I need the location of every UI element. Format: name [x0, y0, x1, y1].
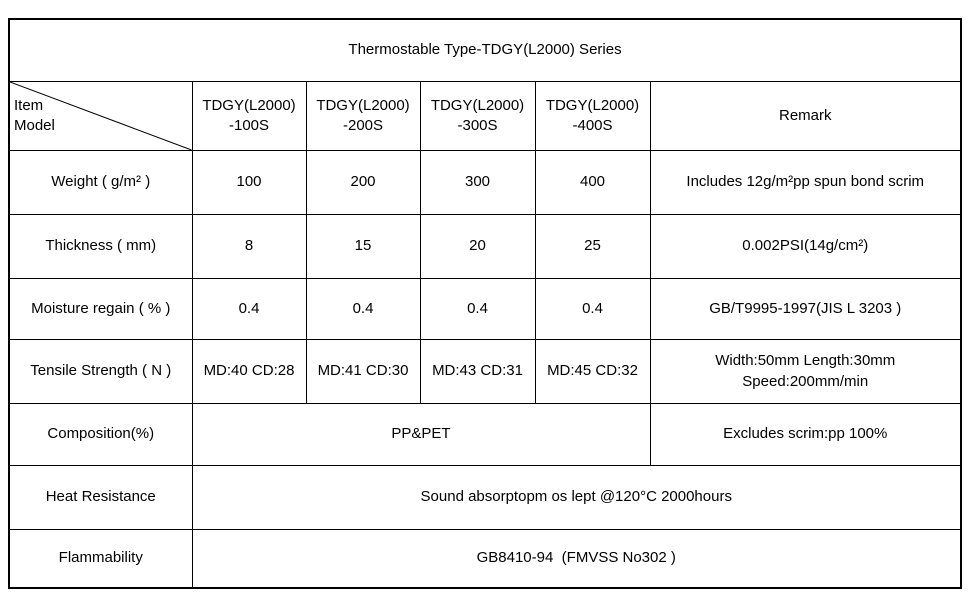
- table-row-flammability: Flammability GB8410-94 (FMVSS No302 ): [8, 529, 962, 589]
- moisture-value-100s: 0.4: [191, 278, 307, 340]
- model-label: Model: [14, 117, 55, 134]
- model-suffix: -300S: [457, 117, 498, 134]
- moisture-value-300s: 0.4: [419, 278, 536, 340]
- title-row: Thermostable Type-TDGY(L2000) Series: [8, 18, 962, 82]
- flammability-value: GB8410-94 (FMVSS No302 ): [191, 529, 962, 589]
- item-model-labels: Item Model: [10, 83, 191, 150]
- column-header-400s: TDGY(L2000) -400S: [534, 81, 651, 151]
- column-header-300s: TDGY(L2000) -300S: [419, 81, 536, 151]
- column-header-200s: TDGY(L2000) -200S: [305, 81, 421, 151]
- thickness-remark: 0.002PSI(14g/cm²): [649, 214, 962, 279]
- thickness-value-400s: 25: [534, 214, 651, 279]
- weight-value-300s: 300: [419, 150, 536, 215]
- moisture-value-200s: 0.4: [305, 278, 421, 340]
- thickness-value-200s: 15: [305, 214, 421, 279]
- heat-resistance-value: Sound absorptopm os lept @120°C 2000hour…: [191, 465, 962, 530]
- table-row-thickness: Thickness ( mm) 8 15 20 25 0.002PSI(14g/…: [8, 214, 962, 279]
- tensile-value-100s: MD:40 CD:28: [191, 339, 307, 404]
- table-row-moisture: Moisture regain ( % ) 0.4 0.4 0.4 0.4 GB…: [8, 278, 962, 340]
- model-series-name: TDGY(L2000): [545, 96, 640, 114]
- table-title: Thermostable Type-TDGY(L2000) Series: [8, 18, 962, 82]
- column-header-100s: TDGY(L2000) -100S: [191, 81, 307, 151]
- table-row-composition: Composition(%) PP&PET Excludes scrim:pp …: [8, 403, 962, 466]
- composition-value: PP&PET: [191, 403, 651, 466]
- thickness-value-100s: 8: [191, 214, 307, 279]
- model-series-name: TDGY(L2000): [430, 96, 525, 114]
- thickness-value-300s: 20: [419, 214, 536, 279]
- item-model-header-cell: Item Model: [8, 81, 193, 151]
- model-series-name: TDGY(L2000): [202, 96, 296, 114]
- model-suffix: -200S: [342, 117, 384, 134]
- row-label-tensile: Tensile Strength ( N ): [8, 339, 193, 404]
- tensile-value-400s: MD:45 CD:32: [534, 339, 651, 404]
- tensile-remark-line2: Speed:200mm/min: [742, 372, 869, 390]
- tensile-value-300s: MD:43 CD:31: [419, 339, 536, 404]
- spec-table: Thermostable Type-TDGY(L2000) Series Ite…: [8, 18, 962, 589]
- tensile-remark: Width:50mm Length:30mm Speed:200mm/min: [649, 339, 962, 404]
- item-label: Item: [14, 96, 44, 114]
- model-suffix: -100S: [228, 117, 270, 134]
- row-label-composition: Composition(%): [8, 403, 193, 466]
- row-label-flammability: Flammability: [8, 529, 193, 589]
- table-row-weight: Weight ( g/m² ) 100 200 300 400 Includes…: [8, 150, 962, 215]
- table-row-tensile: Tensile Strength ( N ) MD:40 CD:28 MD:41…: [8, 339, 962, 404]
- row-label-weight: Weight ( g/m² ): [8, 150, 193, 215]
- model-suffix: -400S: [572, 117, 613, 134]
- weight-value-100s: 100: [191, 150, 307, 215]
- moisture-remark: GB/T9995-1997(JIS L 3203 ): [649, 278, 962, 340]
- row-label-heat-resistance: Heat Resistance: [8, 465, 193, 530]
- header-row: Item Model TDGY(L2000) -100S TDGY(L2000)…: [8, 81, 962, 151]
- composition-remark: Excludes scrim:pp 100%: [649, 403, 962, 466]
- tensile-value-200s: MD:41 CD:30: [305, 339, 421, 404]
- model-series-name: TDGY(L2000): [316, 96, 410, 114]
- weight-remark: Includes 12g/m²pp spun bond scrim: [649, 150, 962, 215]
- tensile-remark-line1: Width:50mm Length:30mm: [715, 352, 896, 370]
- table-row-heat-resistance: Heat Resistance Sound absorptopm os lept…: [8, 465, 962, 530]
- diagonal-line: [10, 82, 192, 150]
- moisture-value-400s: 0.4: [534, 278, 651, 340]
- weight-value-400s: 400: [534, 150, 651, 215]
- row-label-thickness: Thickness ( mm): [8, 214, 193, 279]
- weight-value-200s: 200: [305, 150, 421, 215]
- row-label-moisture: Moisture regain ( % ): [8, 278, 193, 340]
- column-header-remark: Remark: [649, 81, 962, 151]
